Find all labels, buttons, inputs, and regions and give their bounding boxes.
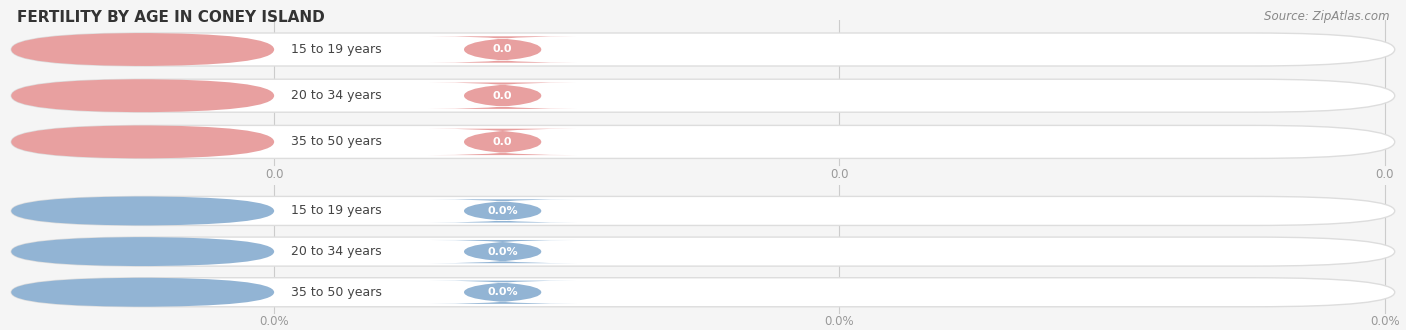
FancyBboxPatch shape: [11, 125, 274, 158]
FancyBboxPatch shape: [429, 199, 576, 222]
Text: 35 to 50 years: 35 to 50 years: [291, 135, 382, 148]
FancyBboxPatch shape: [11, 79, 274, 112]
Text: 0.0%: 0.0%: [488, 206, 517, 216]
Text: 15 to 19 years: 15 to 19 years: [291, 205, 381, 217]
Text: FERTILITY BY AGE IN CONEY ISLAND: FERTILITY BY AGE IN CONEY ISLAND: [17, 10, 325, 25]
Text: 0.0: 0.0: [830, 168, 849, 182]
Text: Source: ZipAtlas.com: Source: ZipAtlas.com: [1264, 10, 1389, 23]
Text: 0.0: 0.0: [494, 91, 512, 101]
FancyBboxPatch shape: [11, 196, 274, 225]
FancyBboxPatch shape: [11, 237, 1395, 266]
FancyBboxPatch shape: [429, 240, 576, 263]
FancyBboxPatch shape: [11, 125, 1395, 158]
FancyBboxPatch shape: [11, 33, 1395, 66]
Text: 0.0: 0.0: [264, 168, 284, 182]
FancyBboxPatch shape: [429, 82, 576, 109]
Text: 0.0: 0.0: [494, 45, 512, 54]
Text: 15 to 19 years: 15 to 19 years: [291, 43, 381, 56]
Text: 0.0%: 0.0%: [259, 315, 290, 328]
Text: 0.0: 0.0: [494, 137, 512, 147]
FancyBboxPatch shape: [11, 196, 1395, 225]
Text: 20 to 34 years: 20 to 34 years: [291, 89, 381, 102]
FancyBboxPatch shape: [11, 278, 1395, 307]
FancyBboxPatch shape: [429, 280, 576, 304]
Text: 0.0: 0.0: [1375, 168, 1395, 182]
FancyBboxPatch shape: [11, 79, 1395, 112]
FancyBboxPatch shape: [429, 129, 576, 155]
Text: 0.0%: 0.0%: [488, 287, 517, 297]
FancyBboxPatch shape: [11, 237, 274, 266]
Text: 0.0%: 0.0%: [824, 315, 855, 328]
Text: 0.0%: 0.0%: [488, 247, 517, 257]
Text: 20 to 34 years: 20 to 34 years: [291, 245, 381, 258]
FancyBboxPatch shape: [11, 33, 274, 66]
FancyBboxPatch shape: [429, 36, 576, 63]
Text: 35 to 50 years: 35 to 50 years: [291, 286, 382, 299]
Text: 0.0%: 0.0%: [1369, 315, 1400, 328]
FancyBboxPatch shape: [11, 278, 274, 307]
